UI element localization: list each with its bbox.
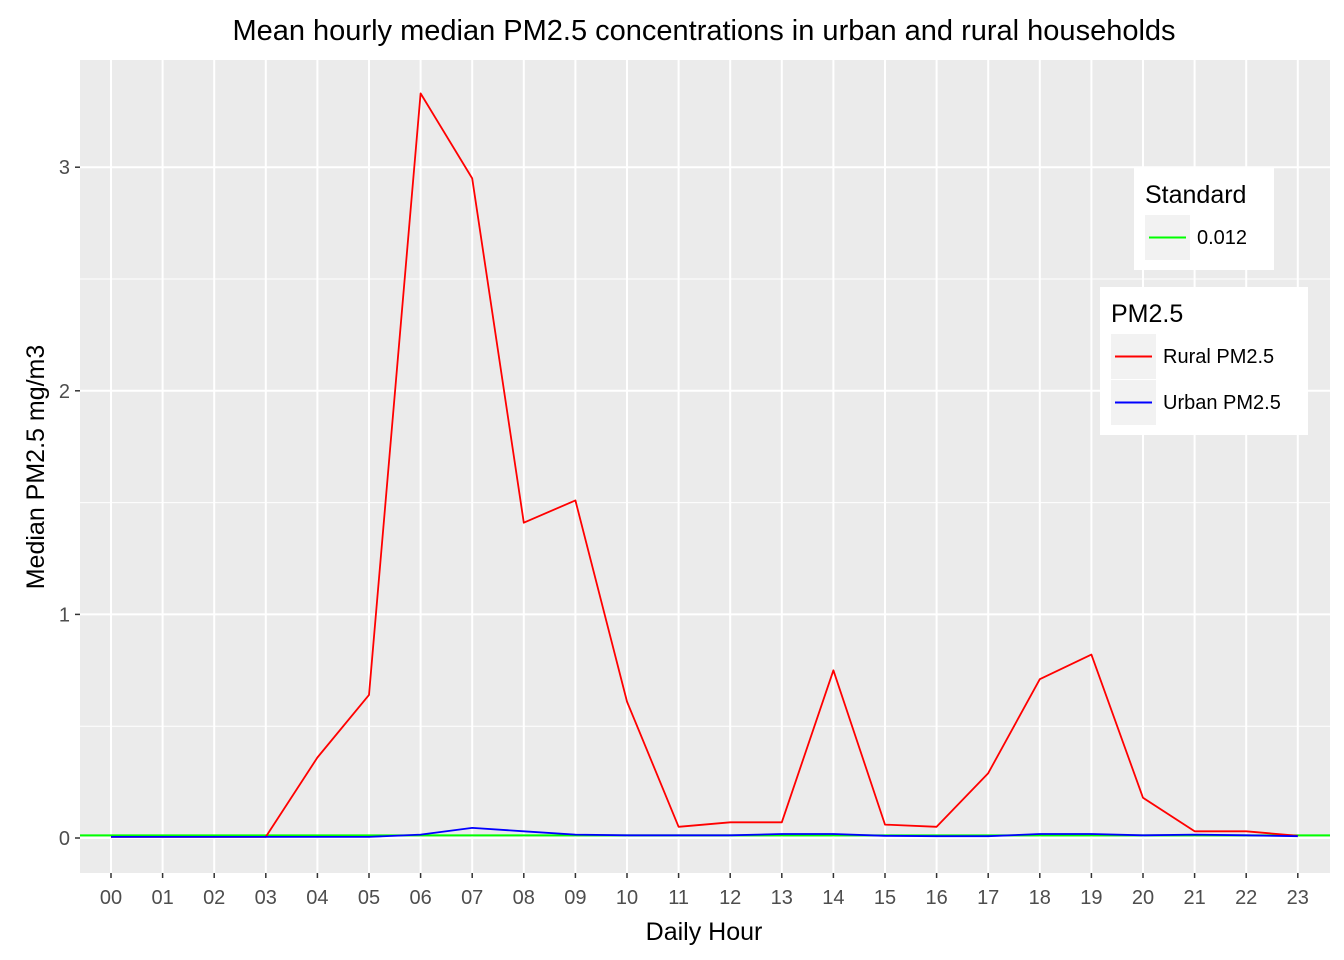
legend-title: PM2.5: [1111, 300, 1183, 328]
urban-pm2-5-line: [111, 827, 1298, 838]
x-tick-label: 14: [822, 887, 844, 909]
x-tick-label: 04: [306, 887, 328, 909]
x-tick-label: 22: [1235, 887, 1257, 909]
x-tick-label: 10: [616, 887, 638, 909]
x-tick-label: 20: [1132, 887, 1154, 909]
x-tick-label: 11: [668, 887, 689, 909]
x-tick-label: 12: [719, 887, 741, 909]
x-tick-label: 18: [1029, 887, 1051, 909]
y-tick-label: 1: [59, 604, 70, 626]
legend-title: Standard: [1145, 181, 1246, 209]
y-tick-label: 3: [59, 157, 70, 179]
legend-entry-label: Rural PM2.5: [1163, 346, 1274, 368]
rural-pm2-5-line: [111, 92, 1298, 838]
x-tick-label: 08: [513, 887, 535, 909]
chart-title: Mean hourly median PM2.5 concentrations …: [232, 15, 1175, 47]
x-tick-label: 06: [409, 887, 431, 909]
y-tick-label: 2: [59, 381, 70, 403]
legend: Standard 0.012 PM2.5 Rural PM2.5 Urban PM2.5: [1100, 168, 1308, 435]
x-tick-label: 16: [925, 887, 947, 909]
y-axis-label: Median PM2.5 mg/m3: [22, 345, 50, 590]
x-tick-label: 21: [1183, 887, 1205, 909]
x-tick-label: 05: [358, 887, 380, 909]
y-tick-label: 0: [59, 828, 70, 850]
x-tick-label: 01: [151, 887, 173, 909]
x-tick-label: 23: [1287, 887, 1309, 909]
x-tick-label: 09: [564, 887, 586, 909]
legend-entry-label: Urban PM2.5: [1163, 392, 1281, 414]
pm2-5-legend: PM2.5 Rural PM2.5 Urban PM2.5: [1100, 287, 1308, 435]
x-tick-label: 00: [100, 887, 122, 909]
x-tick-label: 02: [203, 887, 225, 909]
x-tick-label: 07: [461, 887, 483, 909]
x-axis-label: Daily Hour: [646, 918, 763, 946]
x-tick-label: 13: [771, 887, 793, 909]
x-tick-label: 03: [255, 887, 277, 909]
standard-legend: Standard 0.012: [1134, 168, 1274, 270]
x-tick-label: 15: [874, 887, 896, 909]
x-tick-label: 17: [977, 887, 999, 909]
legend-entry-label: 0.012: [1197, 227, 1247, 249]
x-tick-label: 19: [1080, 887, 1102, 909]
